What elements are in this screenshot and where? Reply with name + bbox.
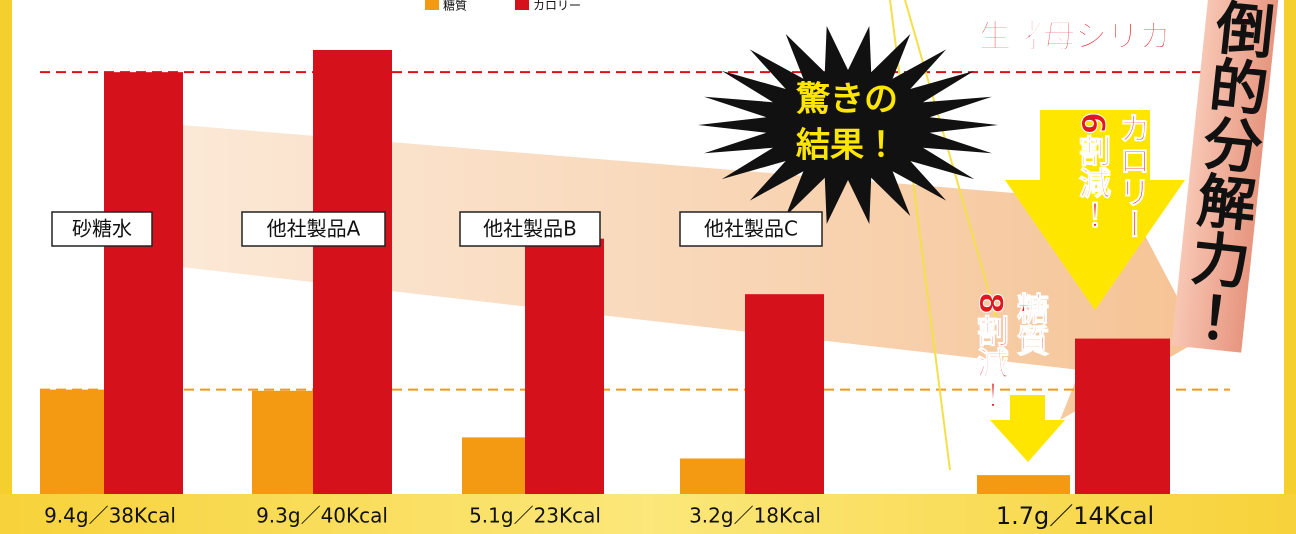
category-label: 他社製品C xyxy=(704,217,798,241)
bars xyxy=(40,49,1230,495)
value-label: 9.4g／38Kcal xyxy=(44,504,176,528)
sugar-note: 8割減！ xyxy=(972,291,1011,411)
value-label: 3.2g／18Kcal xyxy=(689,504,821,528)
bar xyxy=(977,475,1070,494)
border-right xyxy=(1284,0,1296,534)
calorie-note: カロリー xyxy=(1114,112,1153,241)
category-box xyxy=(51,211,153,247)
bar xyxy=(313,49,392,495)
category-label: 他社製品A xyxy=(267,217,361,241)
deco-line xyxy=(904,0,1001,331)
category-box xyxy=(241,211,386,247)
border-left xyxy=(0,0,12,534)
value-label: 5.1g／23Kcal xyxy=(469,504,601,528)
legend-label: カロリー xyxy=(533,0,581,13)
label-strip xyxy=(0,494,1296,534)
sugar-arrow xyxy=(990,395,1065,462)
category-label: 砂糖水 xyxy=(72,217,132,241)
bar xyxy=(525,238,604,494)
legend-swatch xyxy=(425,0,439,10)
value-label: 1.7g／14Kcal xyxy=(996,502,1154,530)
starburst xyxy=(698,26,998,224)
bar xyxy=(104,72,183,495)
category-label: 他社製品B xyxy=(483,217,577,241)
legend-label: 糖質 xyxy=(443,0,467,13)
calorie-arrow xyxy=(1005,110,1185,310)
value-label: 9.3g／40Kcal xyxy=(256,504,388,528)
burst-text: 結果！ xyxy=(796,126,898,166)
calorie-note: 6割減！ xyxy=(1074,111,1113,231)
category-box xyxy=(459,211,601,247)
sugar-note: 糖質 xyxy=(1012,292,1051,357)
legend-swatch xyxy=(515,0,529,10)
product-name: 『生酵母シリカ』 xyxy=(947,17,1203,55)
category-box xyxy=(679,211,823,247)
flow-arrow xyxy=(120,120,1200,420)
burst-text: 驚きの xyxy=(796,80,898,120)
bar xyxy=(745,294,824,494)
bar xyxy=(1075,338,1170,494)
